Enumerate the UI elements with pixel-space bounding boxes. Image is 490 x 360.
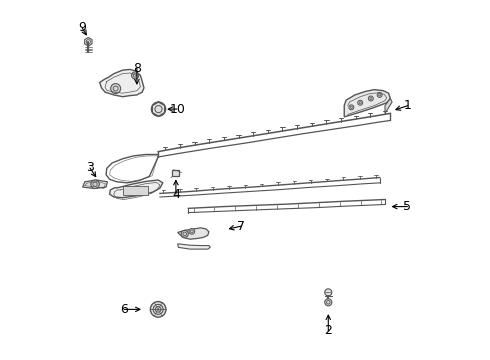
FancyBboxPatch shape — [172, 170, 179, 176]
Circle shape — [181, 230, 188, 238]
Circle shape — [358, 100, 363, 105]
Text: 4: 4 — [172, 188, 180, 201]
Polygon shape — [178, 228, 209, 239]
Circle shape — [377, 93, 382, 98]
Polygon shape — [385, 99, 392, 113]
Polygon shape — [85, 37, 92, 46]
Circle shape — [189, 229, 195, 234]
FancyBboxPatch shape — [122, 186, 147, 195]
Text: 1: 1 — [404, 99, 412, 112]
Circle shape — [349, 105, 354, 110]
Circle shape — [132, 72, 139, 79]
Text: 10: 10 — [170, 103, 186, 116]
Polygon shape — [178, 244, 210, 249]
Text: 5: 5 — [403, 200, 411, 213]
Circle shape — [150, 302, 166, 317]
Circle shape — [111, 84, 121, 94]
Text: 3: 3 — [86, 161, 94, 174]
Circle shape — [325, 289, 332, 296]
Circle shape — [151, 102, 166, 116]
Circle shape — [368, 96, 373, 101]
Polygon shape — [83, 180, 107, 189]
Circle shape — [91, 180, 99, 189]
Polygon shape — [110, 180, 163, 198]
Text: 9: 9 — [78, 21, 86, 34]
Circle shape — [325, 299, 332, 306]
Polygon shape — [344, 90, 391, 117]
Text: 6: 6 — [121, 303, 128, 316]
Circle shape — [155, 306, 161, 312]
Polygon shape — [99, 69, 144, 97]
Text: 8: 8 — [133, 62, 141, 75]
Text: 7: 7 — [238, 220, 245, 233]
Text: 2: 2 — [324, 324, 332, 337]
